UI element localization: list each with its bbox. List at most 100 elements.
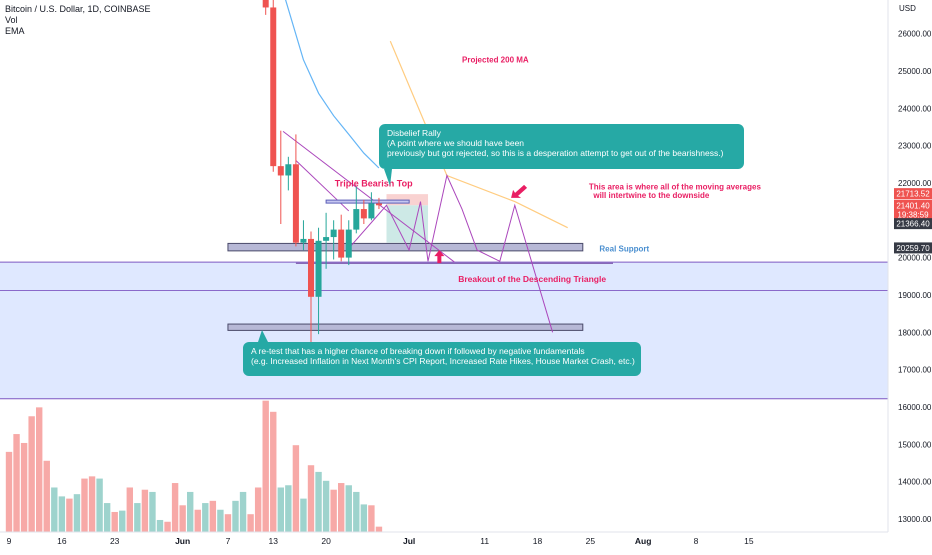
price-tick-label: 14000.00 <box>898 478 932 487</box>
time-tick-label: 20 <box>321 536 331 546</box>
triple-top-line <box>325 199 410 204</box>
volume-bar <box>126 487 133 532</box>
volume-bar <box>217 509 224 532</box>
volume-bar <box>81 478 88 532</box>
volume-bar <box>330 489 337 532</box>
callout-text: (A point where we should have been <box>387 138 524 148</box>
callout-text: Disbelief Rally <box>387 128 442 138</box>
candle-body <box>360 209 367 219</box>
volume-bar <box>239 491 247 532</box>
time-tick-label: 23 <box>110 536 120 546</box>
time-tick-label: 13 <box>269 536 279 546</box>
price-label-text: 19:38:59 <box>897 210 929 219</box>
price-tick-label: 25000.00 <box>898 67 932 76</box>
price-label-box <box>894 242 932 254</box>
projected-ma-line <box>389 40 568 229</box>
time-tick-label: Jul <box>403 536 415 546</box>
volume-bar <box>375 526 383 532</box>
disbelief-callout: Disbelief Rally(A point where we should … <box>379 124 744 186</box>
volume-bar <box>96 478 103 532</box>
real-support-box <box>227 242 584 252</box>
candle-body <box>375 203 382 206</box>
volume-bar <box>51 487 58 532</box>
candle-body <box>285 164 292 176</box>
time-tick-label: 9 <box>7 536 12 546</box>
volume-bar <box>119 510 126 532</box>
retest-callout: A re-test that has a higher chance of br… <box>243 330 641 376</box>
time-tick-label: 25 <box>586 536 596 546</box>
volume-bar <box>270 411 277 532</box>
plot-area: Projected 200 MA Triple Bearish Top This a… <box>0 0 888 532</box>
volume-bar <box>277 487 284 532</box>
volume-bar <box>292 445 300 532</box>
candle-body <box>330 229 337 238</box>
volume-bar <box>353 491 360 532</box>
moving-average-note-2: will intertwine to the downside <box>592 191 710 200</box>
lower-support-box <box>227 323 584 331</box>
volume-bar <box>224 514 232 532</box>
time-tick-label: 11 <box>480 536 489 546</box>
volume-bar <box>345 485 352 532</box>
price-label-text: 21401.40 <box>896 201 930 210</box>
callout-box <box>243 342 641 376</box>
callout-box <box>379 124 744 169</box>
volume-bar <box>43 460 50 532</box>
price-tick-label: 13000.00 <box>898 515 932 524</box>
volume-bar <box>262 400 269 532</box>
volume-bar <box>247 514 254 532</box>
volume-bar <box>315 471 322 532</box>
volume-bar <box>88 476 96 532</box>
volume-bar <box>156 519 164 532</box>
price-tick-label: 26000.00 <box>898 30 932 39</box>
callout-pointer <box>384 169 392 186</box>
volume-bar <box>134 503 141 532</box>
candle-body <box>292 164 299 243</box>
time-tick-label: Jun <box>175 536 190 546</box>
legend-vol: Vol <box>5 15 18 25</box>
price-tick-label: 19000.00 <box>898 291 932 300</box>
time-axis-bg <box>0 532 932 550</box>
candle-body <box>300 238 307 243</box>
candle-body <box>368 203 375 219</box>
volume-bar <box>149 491 156 532</box>
volume-bar <box>360 504 368 532</box>
arrow-shape <box>434 250 445 264</box>
volume-bar <box>73 494 81 532</box>
price-tick-label: 18000.00 <box>898 328 932 337</box>
time-tick-label: Aug <box>635 536 652 546</box>
volume-bar <box>187 491 194 532</box>
price-label-box <box>894 208 932 220</box>
volume-bar <box>307 465 315 532</box>
callout-text: A re-test that has a higher chance of br… <box>251 346 585 356</box>
real-support-label: Real Support <box>599 245 649 254</box>
price-label-box <box>894 199 932 211</box>
time-tick-label: 15 <box>744 536 754 546</box>
volume-bar <box>202 503 209 532</box>
price-tick-label: 24000.00 <box>898 104 932 113</box>
projected-ma-label: Projected 200 MA <box>462 55 529 64</box>
price-tick-label: 20000.00 <box>898 254 932 263</box>
price-label-box <box>894 218 932 230</box>
candle-body <box>270 7 277 167</box>
volume-bar <box>209 500 217 532</box>
volume-bar <box>179 505 186 532</box>
volume-bar <box>66 498 73 532</box>
time-tick-label: 7 <box>226 536 231 546</box>
volume-bar <box>285 485 292 532</box>
price-label-text: 21713.52 <box>896 190 930 199</box>
volume-bar <box>36 407 43 532</box>
volume-bar <box>368 505 375 532</box>
candle-body <box>277 166 284 176</box>
ema-line <box>285 0 380 169</box>
chart-legend: Bitcoin / U.S. Dollar, 1D, COINBASE Vol … <box>5 4 151 37</box>
volume-bar <box>300 498 307 532</box>
volume-bar <box>164 521 171 532</box>
volume-bar <box>338 483 345 532</box>
volume-bar <box>20 442 28 532</box>
volume-bar <box>111 511 118 532</box>
volume-bar <box>103 503 111 532</box>
time-tick-label: 18 <box>533 536 543 546</box>
breakout-label: Breakout of the Descending Triangle <box>458 274 606 284</box>
